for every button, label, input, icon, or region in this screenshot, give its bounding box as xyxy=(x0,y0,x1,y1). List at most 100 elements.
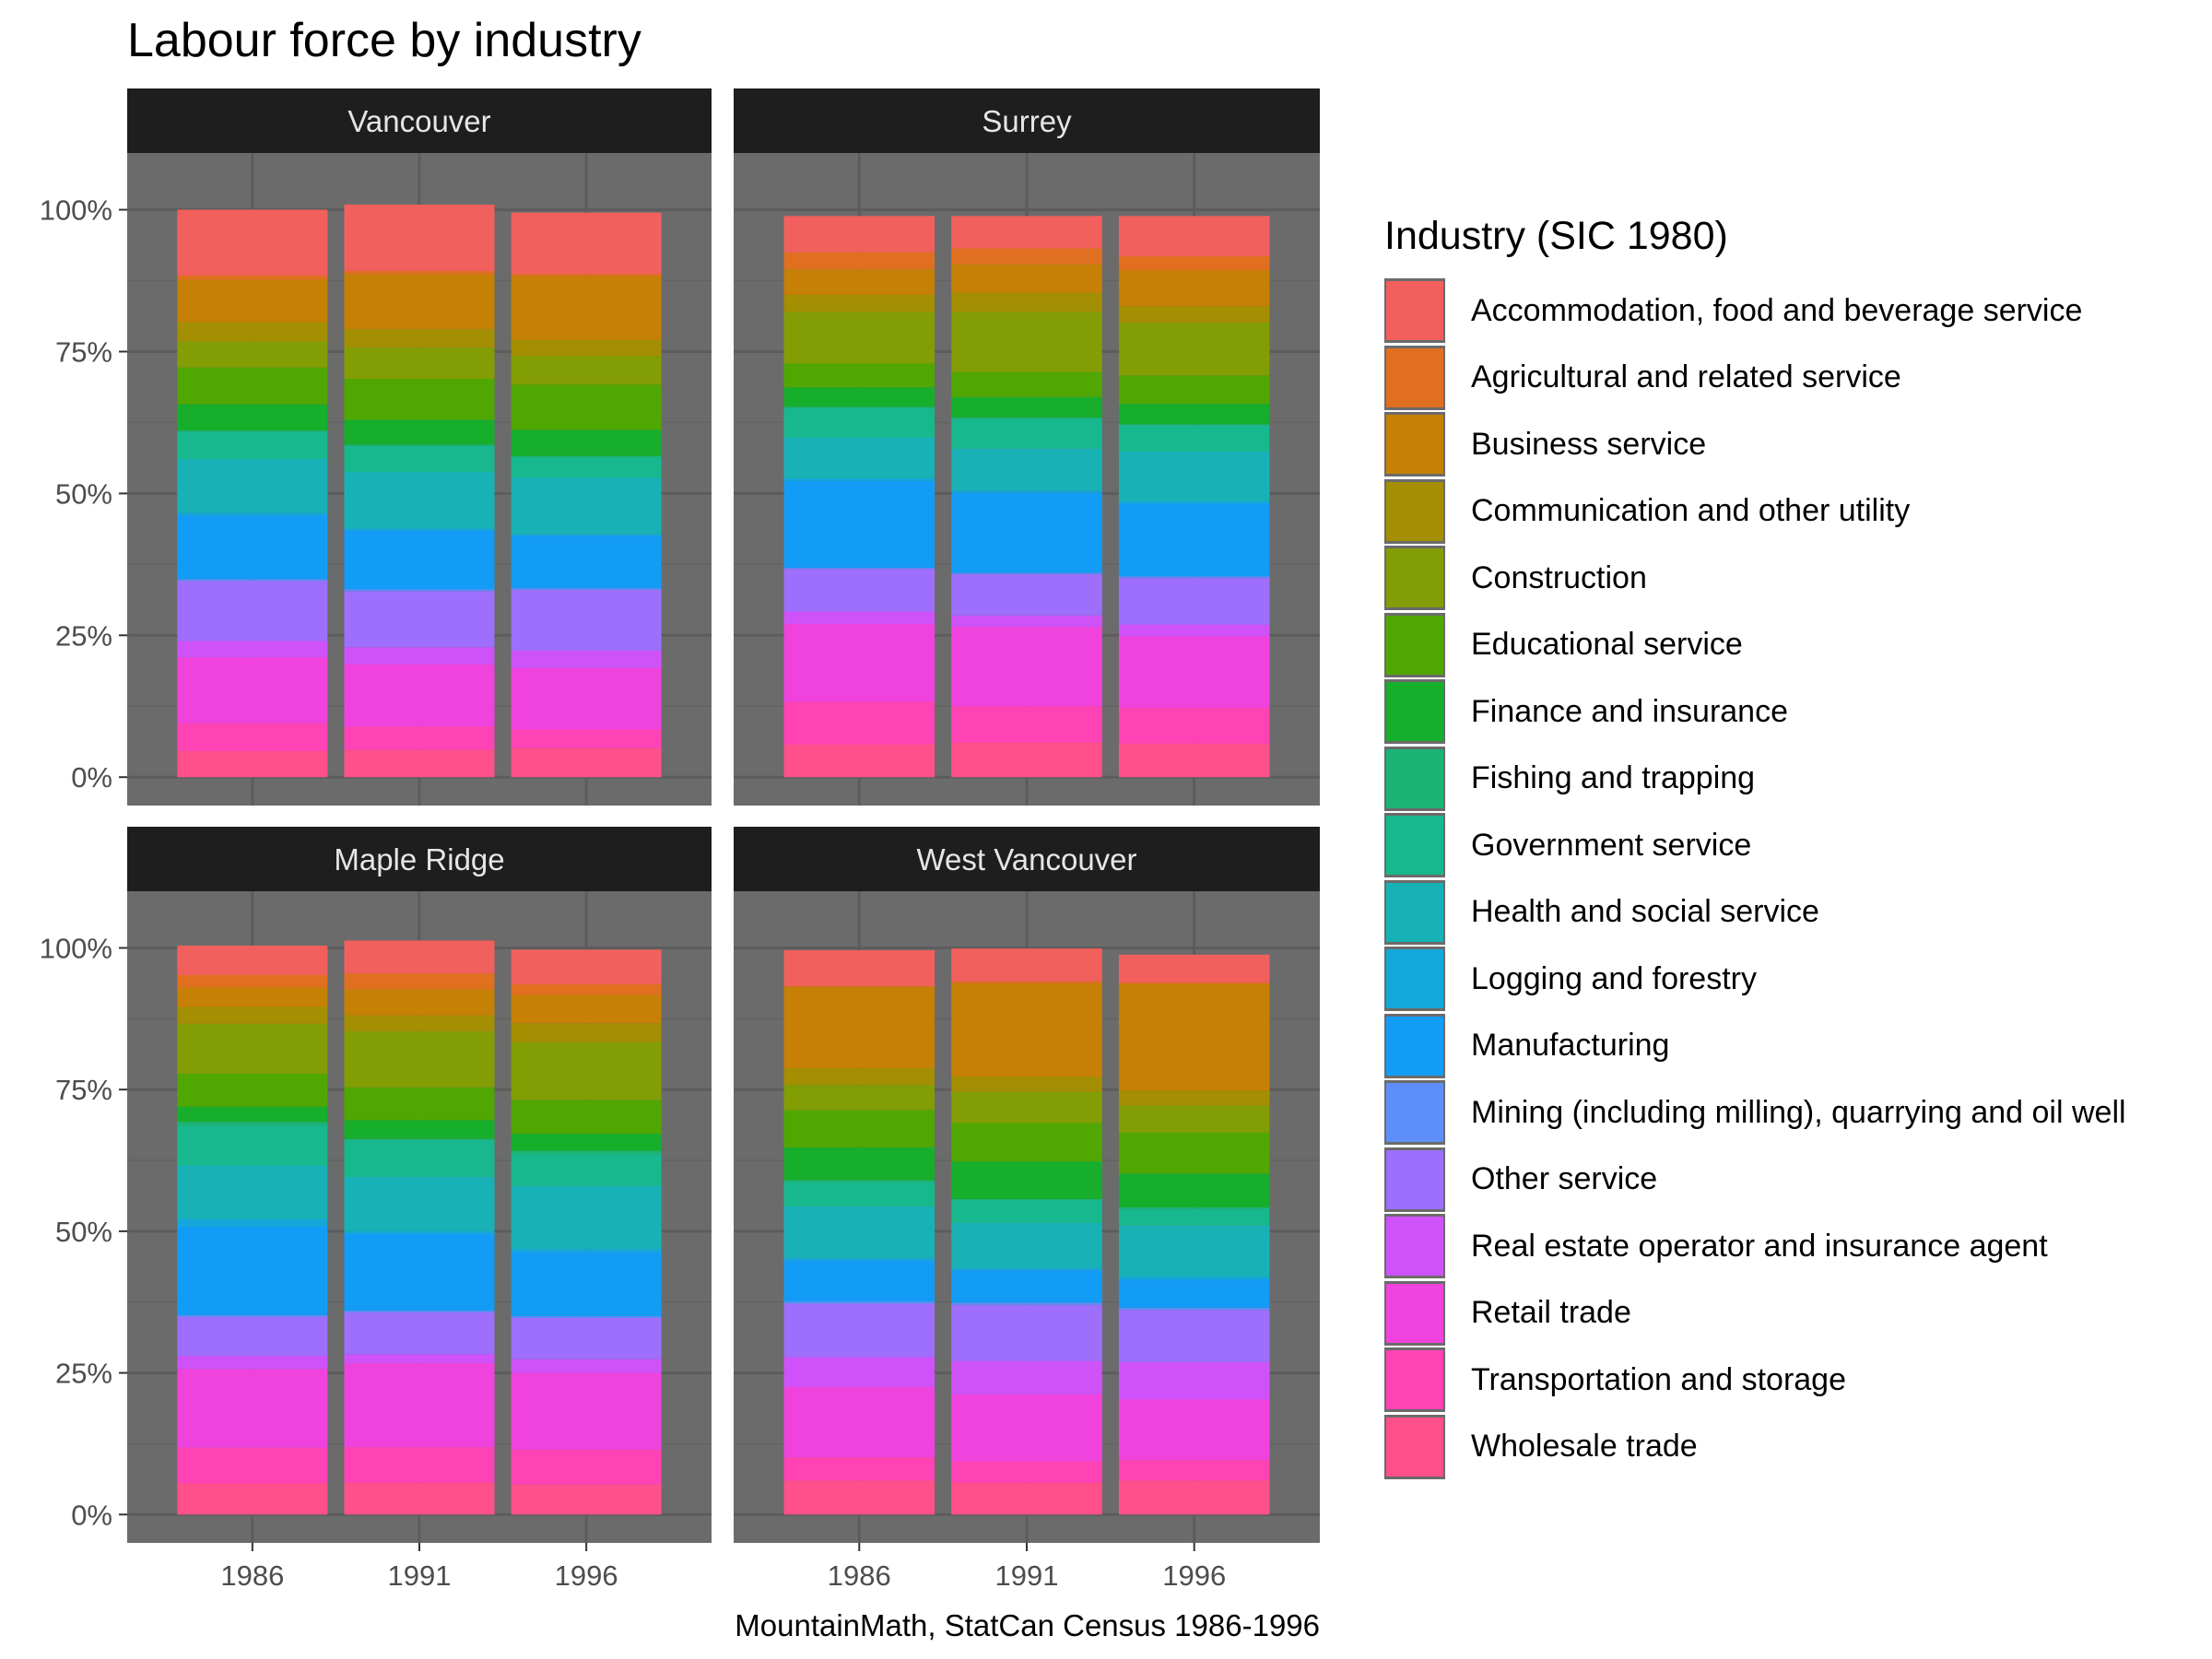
bar-segment xyxy=(344,1312,495,1355)
legend-title: Industry (SIC 1980) xyxy=(1384,214,1728,258)
bar-segment xyxy=(344,205,495,272)
y-tick-label: 25% xyxy=(55,1358,112,1390)
bar-segment xyxy=(511,1150,662,1155)
bar-segment xyxy=(1118,425,1270,452)
bar-segment xyxy=(951,492,1102,573)
bar-segment xyxy=(344,1087,495,1121)
bar-segment xyxy=(783,1303,935,1358)
bar-segment xyxy=(344,271,495,275)
bar-segment xyxy=(783,1257,935,1261)
bar-segment xyxy=(783,986,935,1068)
bar-segment xyxy=(1118,1105,1270,1133)
bar-segment xyxy=(511,276,662,340)
bar-segment xyxy=(511,729,662,748)
legend-item: Finance and insurance xyxy=(1384,678,2126,746)
bar-segment xyxy=(177,1356,328,1370)
bar-segment xyxy=(1118,1399,1270,1461)
legend-label: Manufacturing xyxy=(1471,1028,1670,1064)
bar-segment xyxy=(1118,1132,1270,1174)
bar-segment xyxy=(344,1447,495,1483)
legend-item: Transportation and storage xyxy=(1384,1347,2126,1414)
bar-segment xyxy=(344,647,495,665)
legend-label: Mining (including milling), quarrying an… xyxy=(1471,1094,2126,1130)
bar-segment xyxy=(177,750,328,778)
facet-strip xyxy=(127,827,712,891)
legend-item: Communication and other utility xyxy=(1384,478,2126,546)
bar-segment xyxy=(511,356,662,385)
bar-segment xyxy=(344,1233,495,1311)
x-tick-label: 1991 xyxy=(388,1559,452,1592)
bar-segment xyxy=(177,515,328,580)
legend-swatch xyxy=(1384,1347,1445,1413)
bar-segment xyxy=(344,973,495,990)
bar-segment xyxy=(951,615,1102,628)
bar-segment xyxy=(1118,270,1270,307)
bar-segment xyxy=(783,949,935,986)
bar-segment xyxy=(177,209,328,276)
legend-swatch xyxy=(1384,278,1445,344)
bar-segment xyxy=(177,987,328,1007)
bar-segment xyxy=(177,581,328,641)
bar-segment xyxy=(1118,1208,1270,1226)
bar-segment xyxy=(783,269,935,295)
bar-segment xyxy=(511,456,662,478)
bar-segment xyxy=(177,1124,328,1166)
legend-item: Mining (including milling), quarrying an… xyxy=(1384,1079,2126,1147)
bar-segment xyxy=(511,534,662,536)
bar-segment xyxy=(783,312,935,364)
bar-segment xyxy=(951,573,1102,616)
legend-label: Accommodation, food and beverage service xyxy=(1471,292,2083,328)
bar-segment xyxy=(951,1461,1102,1483)
bar-segment xyxy=(783,252,935,270)
bar-segment xyxy=(1118,1460,1270,1481)
bar-segment xyxy=(177,1073,328,1107)
bar-segment xyxy=(344,940,495,974)
bar-segment xyxy=(783,1386,935,1458)
bar-segment xyxy=(783,568,935,570)
bar-segment xyxy=(1118,1207,1270,1209)
legend-label: Educational service xyxy=(1471,627,1743,663)
legend-item: Wholesale trade xyxy=(1384,1414,2126,1481)
bar-segment xyxy=(511,1317,662,1359)
bar-segment xyxy=(177,1106,328,1123)
legend-label: Construction xyxy=(1471,559,1647,595)
bar-segment xyxy=(511,1154,662,1186)
bar-segment xyxy=(1118,375,1270,405)
bar-segment xyxy=(511,1100,662,1135)
bar-segment xyxy=(344,1120,495,1139)
bar-segment xyxy=(511,747,662,778)
bar-segment xyxy=(177,1316,328,1357)
bar-segment xyxy=(951,1360,1102,1394)
bar-segment xyxy=(951,1302,1102,1305)
legend-item: Construction xyxy=(1384,545,2126,612)
bar-segment xyxy=(783,1301,935,1304)
bar-segment xyxy=(511,212,662,275)
bar-segment xyxy=(177,974,328,988)
bar-segment xyxy=(1118,1279,1270,1308)
bar-segment xyxy=(1118,424,1270,426)
x-tick-label: 1996 xyxy=(555,1559,618,1592)
bar-segment xyxy=(1118,256,1270,271)
bar-segment xyxy=(783,1147,935,1181)
legend-label: Agricultural and related service xyxy=(1471,359,1901,395)
bar-segment xyxy=(951,981,1102,984)
bar-segment xyxy=(511,650,662,669)
bar-segment xyxy=(1118,983,1270,1091)
bar-segment xyxy=(344,1138,495,1140)
x-tick-label: 1986 xyxy=(828,1559,891,1592)
legend-label: Finance and insurance xyxy=(1471,693,1789,729)
bar-segment xyxy=(1118,1307,1270,1311)
bar-segment xyxy=(344,1354,495,1364)
bar-segment xyxy=(951,216,1102,249)
bar-segment xyxy=(783,744,935,778)
y-tick-label: 0% xyxy=(71,761,112,794)
legend-item: Educational service xyxy=(1384,612,2126,679)
chart-title: Labour force by industry xyxy=(127,14,641,67)
bar-segment xyxy=(344,749,495,778)
bar-segment xyxy=(1118,1310,1270,1362)
bar-segment xyxy=(1118,954,1270,982)
bar-segment xyxy=(177,1006,328,1024)
legend-swatch xyxy=(1384,813,1445,878)
bar-segment xyxy=(951,1091,1102,1124)
bar-segment xyxy=(511,455,662,457)
